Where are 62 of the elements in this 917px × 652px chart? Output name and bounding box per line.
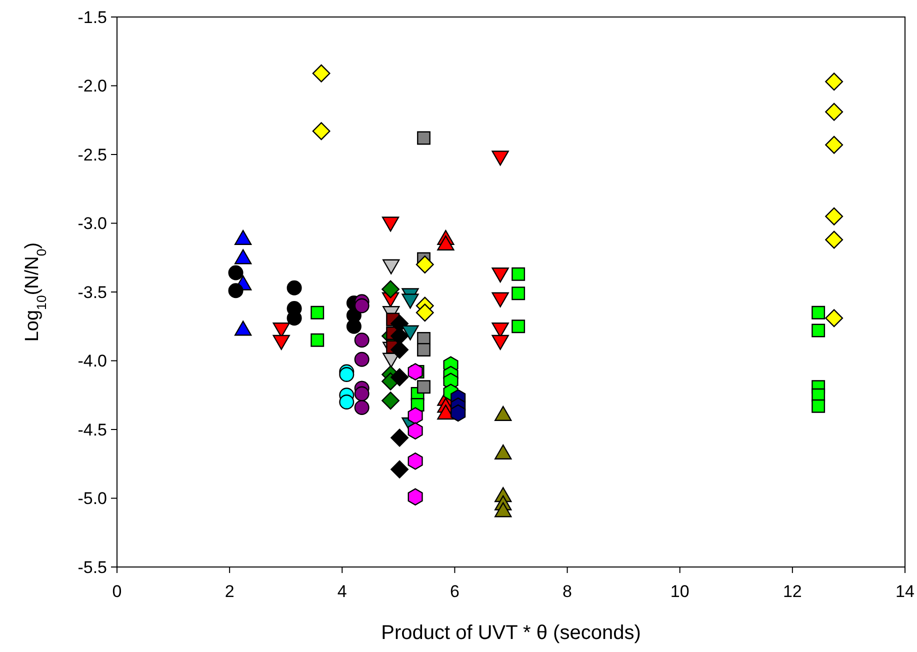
y-tick-label: -3.5 [78,282,107,302]
point [228,265,244,280]
point [310,333,324,347]
x-tick-label: 6 [450,582,460,601]
point [512,267,526,281]
point [417,131,430,145]
point [825,207,844,226]
point [312,64,330,82]
point [354,332,370,348]
point [416,304,434,322]
point [354,400,370,415]
point [408,407,423,424]
point [382,392,400,410]
point [825,72,844,91]
point [812,399,826,413]
x-tick-label: 4 [337,582,347,601]
x-axis-title: Product of UVT * θ (seconds) [381,622,641,644]
point [512,320,526,334]
point [390,428,409,447]
point [354,352,370,367]
point [825,230,844,249]
y-tick-label: -1.5 [78,8,107,27]
point [354,386,370,402]
point [286,280,302,296]
point [450,404,466,422]
point [408,363,423,380]
point [390,368,409,386]
x-tick-label: 0 [112,582,122,601]
point [390,340,409,359]
point [339,394,354,410]
x-tick-label: 2 [224,582,234,601]
point [825,102,844,121]
y-tick-label: -2.5 [78,145,107,164]
point [354,298,370,314]
y-tick-label: -3.0 [78,214,107,234]
point [512,286,526,300]
point [408,452,423,470]
point [812,306,826,320]
point [416,256,434,274]
point [228,283,244,298]
y-tick-label: -5.5 [78,558,107,577]
x-tick-label: 8 [562,582,572,601]
point [417,343,430,356]
point [339,367,354,382]
point [310,306,324,320]
point [408,488,423,506]
point [812,324,826,338]
y-tick-label: -4.5 [78,420,107,440]
point [312,122,330,140]
y-tick-label: -5.0 [78,489,107,508]
point [382,280,400,298]
x-tick-label: 12 [782,582,802,601]
point [825,309,844,328]
x-tick-label: 10 [670,582,690,601]
point [825,136,844,154]
y-tick-label: -2.0 [78,76,107,96]
point [417,380,430,394]
x-tick-label: 14 [896,582,914,601]
point [408,422,423,440]
point [390,460,409,478]
point [346,318,362,334]
y-tick-label: -4.0 [78,352,107,371]
